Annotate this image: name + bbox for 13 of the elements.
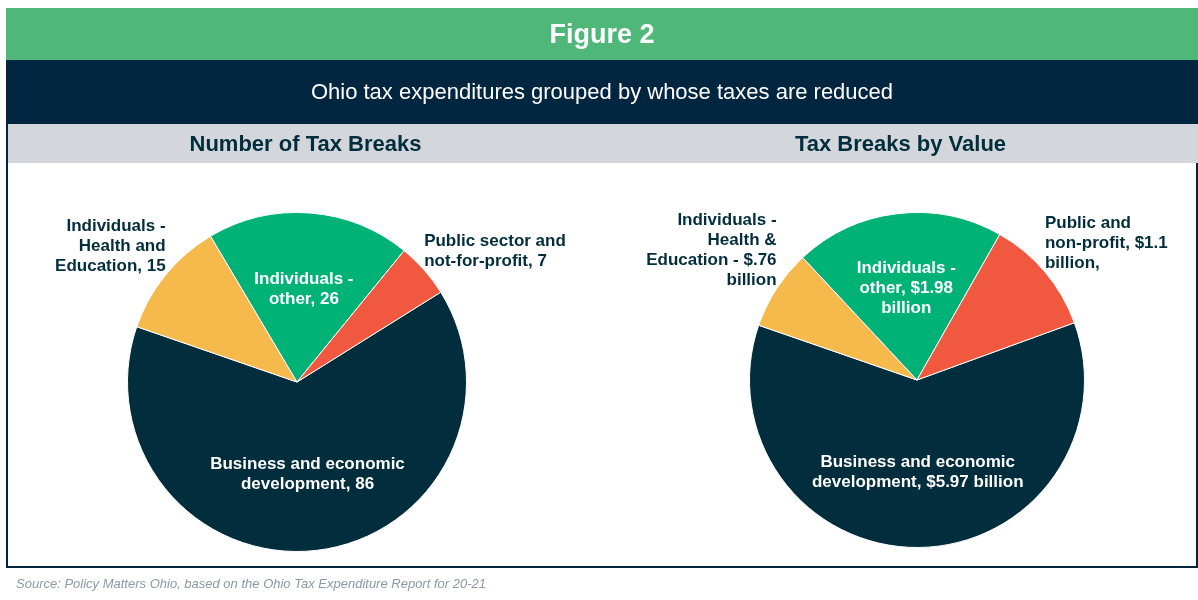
chart-title: Number of Tax Breaks bbox=[8, 124, 603, 163]
slice-label: Public and non-profit, $1.1 billion, bbox=[1044, 213, 1168, 273]
slice-label: Business and economic development, $5.97 billion bbox=[811, 451, 1024, 491]
text: Figure 2 bbox=[6, 8, 1198, 60]
chart-title: Tax Breaks by Value bbox=[603, 124, 1198, 163]
slice-label: Individuals - other, 26 bbox=[254, 268, 354, 308]
source-note: Source: Policy Matters Ohio, based on the Ohio Tax Expenditure Report for 20-21 bbox=[16, 576, 486, 591]
slice-label: Individuals - Health & Education - $.76 billion bbox=[646, 209, 777, 289]
slice-label: Business and economic development, 86 bbox=[210, 454, 405, 494]
slice-label: Individuals - Health and Education, 15 bbox=[55, 216, 166, 276]
text: Ohio tax expenditures grouped by whose taxes are reduced bbox=[6, 60, 1198, 124]
slice-label: Public sector and not-for-profit, 7 bbox=[424, 231, 566, 271]
slice-label: Individuals - other, $1.98 billion bbox=[856, 258, 956, 318]
